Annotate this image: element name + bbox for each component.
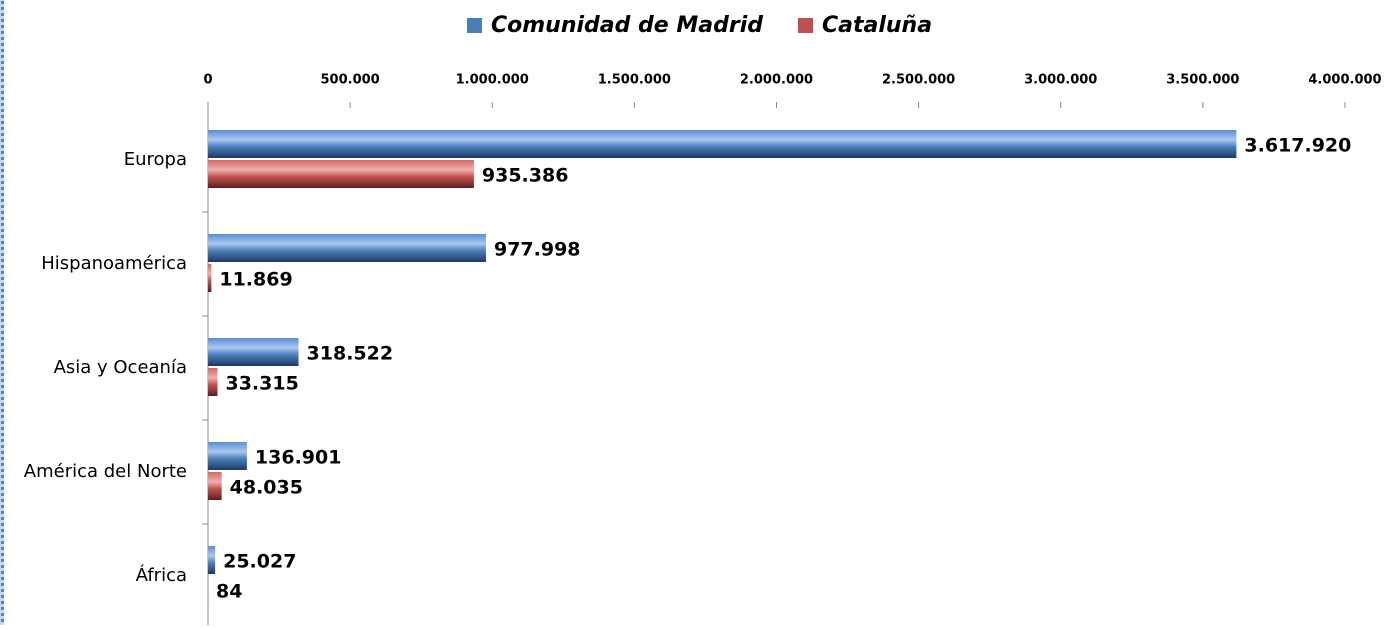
data-label: 935.386	[482, 165, 569, 187]
data-label: 48.035	[230, 477, 303, 499]
data-label: 3.617.920	[1244, 135, 1351, 157]
x-tick-label: 500.000	[321, 73, 380, 88]
data-label: 136.901	[255, 447, 342, 469]
bar	[208, 234, 486, 262]
y-tick-label: Hispanoamérica	[41, 253, 187, 274]
bar	[208, 472, 222, 500]
legend-swatch	[467, 18, 482, 33]
bar	[208, 338, 299, 366]
bar	[208, 442, 247, 470]
y-tick-label: América del Norte	[24, 461, 187, 482]
border-strip	[0, 0, 4, 625]
x-tick-label: 0	[203, 73, 212, 88]
x-tick-label: 1.500.000	[598, 73, 671, 88]
data-label: 11.869	[219, 269, 292, 291]
legend-swatch	[798, 18, 813, 33]
bar	[208, 264, 211, 292]
x-tick-label: 4.000.000	[1308, 73, 1381, 88]
x-tick-label: 3.500.000	[1166, 73, 1239, 88]
data-label: 977.998	[494, 239, 581, 261]
bar	[208, 368, 217, 396]
data-label: 33.315	[225, 373, 298, 395]
x-tick-label: 3.000.000	[1024, 73, 1097, 88]
x-tick-label: 1.000.000	[456, 73, 529, 88]
y-tick-label: Europa	[124, 149, 187, 170]
bar	[208, 546, 215, 574]
y-tick-label: África	[136, 564, 187, 586]
bar	[208, 160, 474, 188]
legend-label: Cataluña	[822, 13, 932, 38]
legend-label: Comunidad de Madrid	[491, 13, 763, 38]
bar	[208, 130, 1236, 158]
x-tick-label: 2.000.000	[740, 73, 813, 88]
x-tick-label: 2.500.000	[882, 73, 955, 88]
data-label: 318.522	[307, 343, 394, 365]
y-tick-label: Asia y Oceanía	[54, 357, 187, 378]
data-label: 25.027	[223, 551, 296, 573]
data-label: 84	[216, 581, 242, 603]
